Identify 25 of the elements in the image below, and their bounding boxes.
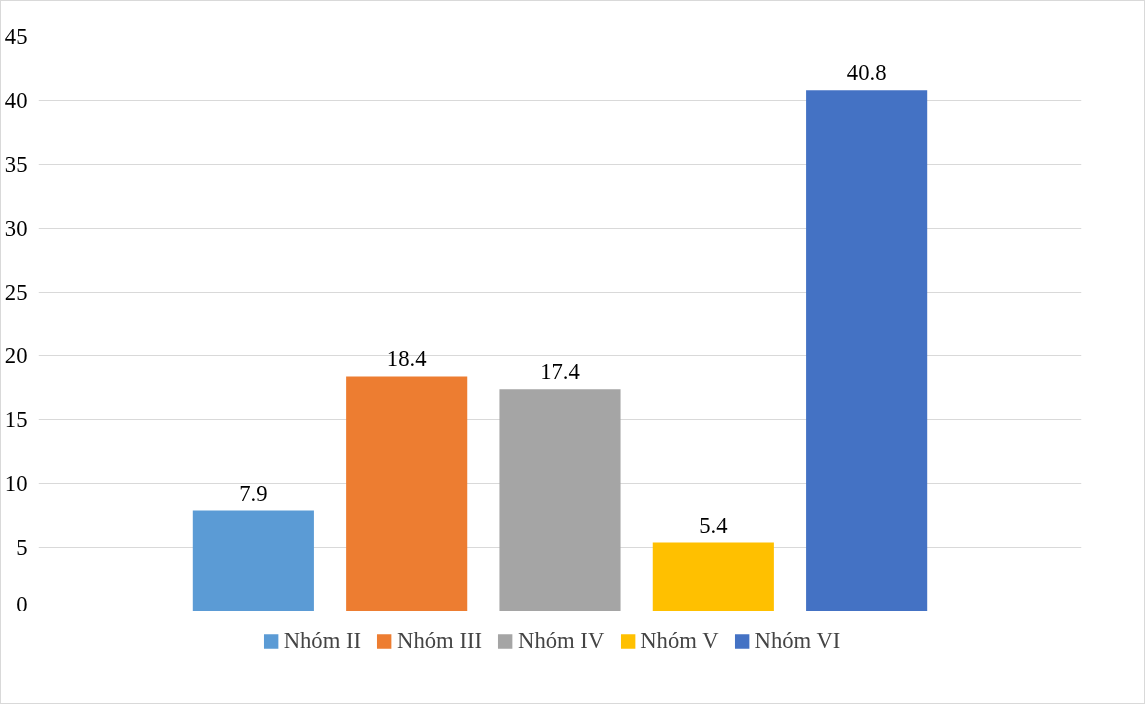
legend-label: Nhóm V [640,628,719,654]
bar [652,542,774,611]
data-label: 17.4 [540,359,580,385]
bar [192,510,314,611]
y-tick-label: 5 [16,535,28,561]
y-tick-label: 10 [4,471,28,497]
legend-label: Nhóm II [283,628,362,654]
bar [346,376,468,611]
y-tick-label: 45 [4,24,28,49]
legend-label: Nhóm III [397,628,483,654]
y-tick-label: 20 [4,343,28,369]
y-tick-label: 15 [4,407,28,433]
y-tick-label: 25 [4,279,28,305]
data-label: 5.4 [699,512,728,538]
bar [499,389,621,611]
y-tick-label: 30 [4,215,28,241]
legend-label: Nhóm VI [754,628,841,654]
legend-label: Nhóm IV [518,628,605,654]
bar [806,90,928,611]
data-label: 7.9 [239,480,268,506]
y-tick-label: 40 [4,87,28,113]
data-label: 18.4 [386,346,427,372]
y-tick-label: 35 [4,151,28,177]
data-label: 40.8 [846,60,887,86]
y-tick-label: 0 [16,591,28,617]
